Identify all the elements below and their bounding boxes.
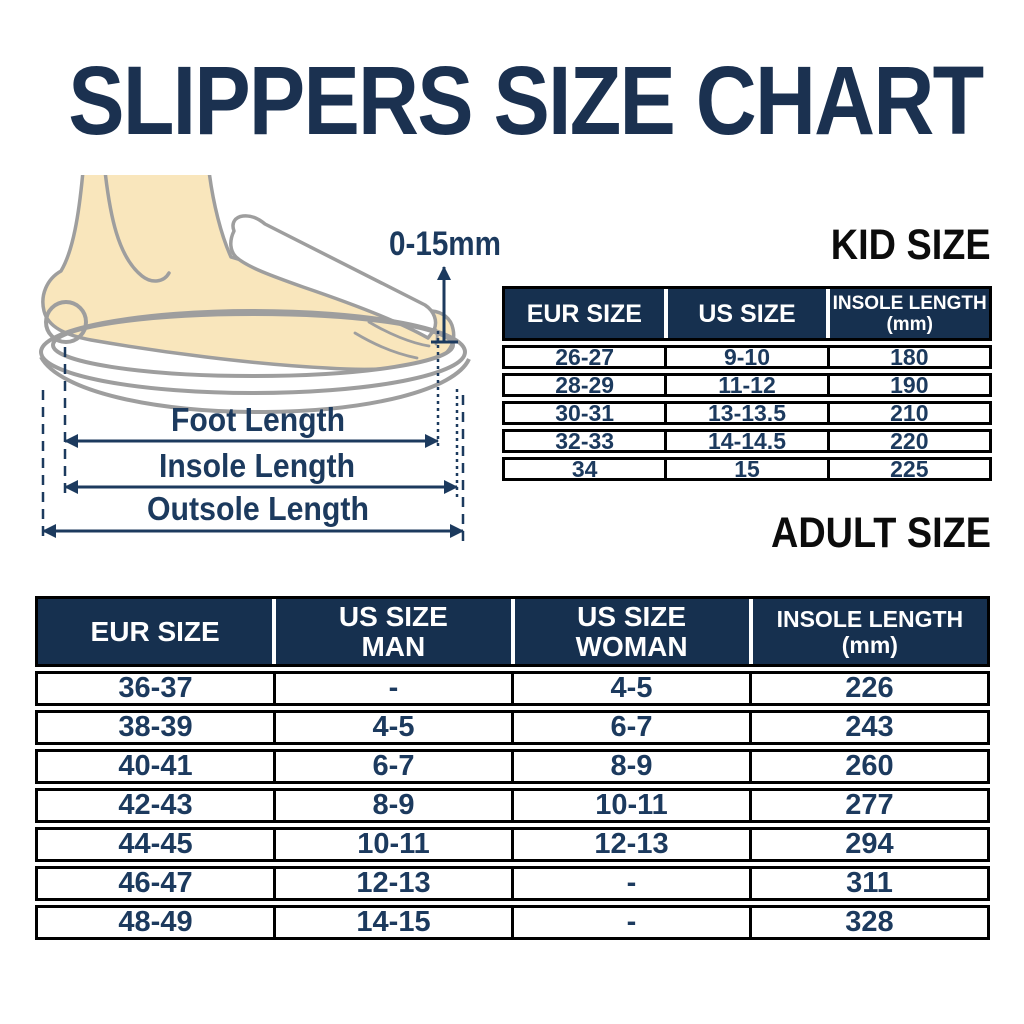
table-cell: 328 <box>749 908 987 937</box>
table-cell: 15 <box>664 460 826 478</box>
table-cell: 260 <box>749 752 987 781</box>
table-cell: 46-47 <box>118 869 193 898</box>
page-title-text: SLIPPERS SIZE CHART <box>68 46 984 155</box>
table-cell: 311 <box>749 869 987 898</box>
adult-table-header-row: EUR SIZE US SIZE MAN US SIZE WOMAN INSOL… <box>35 596 990 667</box>
insole-length-label: Insole Length <box>159 447 355 484</box>
table-row: 44-45 10-11 12-13 294 <box>35 827 990 862</box>
outsole-length-label: Outsole Length <box>147 490 369 527</box>
table-cell: 9-10 <box>664 348 826 366</box>
table-cell: - <box>273 674 511 703</box>
table-cell: 6-7 <box>273 752 511 781</box>
adult-header-us-size-man: US SIZE MAN <box>276 599 511 664</box>
foot-measurement-diagram: 0-15mm Foot Length Insole Length Outsole… <box>25 169 505 545</box>
adult-header-insole-length: INSOLE LENGTH (mm) <box>752 599 987 664</box>
ankle-crease-line <box>103 169 171 283</box>
table-row: 26-27 9-10 180 <box>502 345 992 369</box>
page-title: SLIPPERS SIZE CHART <box>0 52 1024 149</box>
table-cell: 36-37 <box>118 674 193 703</box>
table-cell: 26-27 <box>555 348 615 366</box>
guide-lines <box>41 331 465 543</box>
table-cell: 4-5 <box>273 713 511 742</box>
table-row: 30-31 13-13.5 210 <box>502 401 992 425</box>
table-cell: 44-45 <box>118 830 193 859</box>
kid-header-insole-length: INSOLE LENGTH (mm) <box>830 289 990 338</box>
table-row: 48-49 14-15 - 328 <box>35 905 990 940</box>
table-cell: 14-14.5 <box>664 432 826 450</box>
kid-size-heading: KID SIZE <box>831 221 991 269</box>
kid-header-eur-size: EUR SIZE <box>505 289 664 338</box>
table-cell: 40-41 <box>118 752 193 781</box>
kid-table-header-row: EUR SIZE US SIZE INSOLE LENGTH (mm) <box>502 286 992 341</box>
kid-header-us-size: US SIZE <box>667 289 827 338</box>
table-cell: 225 <box>826 460 989 478</box>
table-row: 42-43 8-9 10-11 277 <box>35 788 990 823</box>
foot-illustration <box>39 169 471 415</box>
table-cell: 220 <box>826 432 989 450</box>
table-cell: 48-49 <box>118 908 193 937</box>
table-cell: 11-12 <box>664 376 826 394</box>
table-cell: 32-33 <box>555 432 615 450</box>
table-cell: 42-43 <box>118 791 193 820</box>
table-cell: 190 <box>826 376 989 394</box>
table-cell: 38-39 <box>118 713 193 742</box>
table-cell: 180 <box>826 348 989 366</box>
table-cell: 294 <box>749 830 987 859</box>
heel-cup-circle <box>44 300 88 344</box>
table-cell: 12-13 <box>273 869 511 898</box>
table-cell: 4-5 <box>511 674 749 703</box>
table-cell: - <box>511 908 749 937</box>
table-row: 38-39 4-5 6-7 243 <box>35 710 990 745</box>
table-cell: 243 <box>749 713 987 742</box>
table-cell: 14-15 <box>273 908 511 937</box>
table-cell: 8-9 <box>511 752 749 781</box>
table-cell: - <box>511 869 749 898</box>
toe-gap-annotation: 0-15mm <box>389 225 501 344</box>
slipper-vamp <box>229 214 438 340</box>
sole-outlines <box>39 300 471 415</box>
table-cell: 12-13 <box>511 830 749 859</box>
adult-header-us-size-woman: US SIZE WOMAN <box>514 599 749 664</box>
table-cell: 13-13.5 <box>664 404 826 422</box>
table-row: 28-29 11-12 190 <box>502 373 992 397</box>
table-cell: 30-31 <box>555 404 615 422</box>
adult-size-table: EUR SIZE US SIZE MAN US SIZE WOMAN INSOL… <box>35 596 990 940</box>
table-row: 34 15 225 <box>502 457 992 481</box>
table-cell: 6-7 <box>511 713 749 742</box>
kid-size-table: EUR SIZE US SIZE INSOLE LENGTH (mm) 26-2… <box>502 286 992 481</box>
table-cell: 226 <box>749 674 987 703</box>
measurement-annotations: Foot Length Insole Length Outsole Length <box>42 401 464 538</box>
table-cell: 10-11 <box>273 830 511 859</box>
table-cell: 28-29 <box>555 376 615 394</box>
table-cell: 8-9 <box>273 791 511 820</box>
toe-gap-label: 0-15mm <box>389 225 501 263</box>
table-row: 46-47 12-13 - 311 <box>35 866 990 901</box>
adult-size-heading: ADULT SIZE <box>770 509 991 557</box>
table-cell: 34 <box>571 460 598 478</box>
table-row: 40-41 6-7 8-9 260 <box>35 749 990 784</box>
foot-diagram-svg: 0-15mm Foot Length Insole Length Outsole… <box>39 169 501 543</box>
table-row: 32-33 14-14.5 220 <box>502 429 992 453</box>
table-cell: 210 <box>826 404 989 422</box>
table-cell: 277 <box>749 791 987 820</box>
adult-header-eur-size: EUR SIZE <box>38 599 273 664</box>
table-cell: 10-11 <box>511 791 749 820</box>
foot-length-label: Foot Length <box>171 401 345 438</box>
table-row: 36-37 - 4-5 226 <box>35 671 990 706</box>
